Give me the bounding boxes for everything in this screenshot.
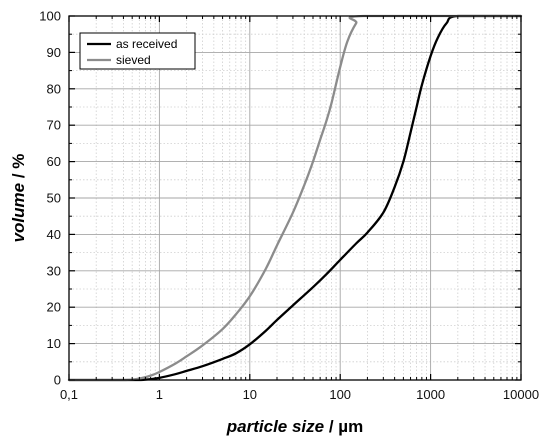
- y-axis-title-main: volume: [9, 183, 28, 243]
- y-axis-title: volume / %: [9, 154, 28, 243]
- y-tick-label: 90: [47, 45, 61, 60]
- series-lines: [67, 14, 523, 382]
- y-tick-label: 40: [47, 227, 61, 242]
- y-tick-label: 60: [47, 154, 61, 169]
- legend: as received sieved: [79, 32, 196, 70]
- y-tick-label: 50: [47, 191, 61, 206]
- x-axis-title-main: particle size: [226, 417, 324, 436]
- x-tick-label: 100: [329, 387, 351, 402]
- x-tick-label: 10: [243, 387, 257, 402]
- tick-labels: 0,1 1 10 100 1000 10000 0 10 20 30 40 50 60 70 80 90 100: [39, 9, 539, 403]
- legend-label: sieved: [116, 53, 151, 67]
- y-tick-label: 0: [54, 373, 61, 388]
- x-axis-title: particle size / µm: [226, 417, 363, 436]
- y-tick-label: 70: [47, 118, 61, 133]
- y-tick-label: 100: [39, 9, 61, 24]
- series-line-as-received: [67, 14, 523, 382]
- axis-ticks: [68, 15, 522, 381]
- x-tick-label: 10000: [503, 387, 539, 402]
- y-tick-label: 10: [47, 336, 61, 351]
- x-tick-label: 0,1: [60, 387, 78, 402]
- legend-label: as received: [116, 37, 177, 51]
- y-tick-label: 80: [47, 81, 61, 96]
- legend-box: [79, 32, 196, 70]
- y-axis-title-unit: / %: [9, 154, 28, 183]
- x-tick-label: 1: [156, 387, 163, 402]
- grid: [69, 16, 521, 380]
- x-axis-title-unit: / µm: [324, 417, 363, 436]
- y-tick-label: 30: [47, 263, 61, 278]
- series-line-sieved: [67, 14, 523, 382]
- x-tick-label: 1000: [416, 387, 445, 402]
- y-tick-label: 20: [47, 300, 61, 315]
